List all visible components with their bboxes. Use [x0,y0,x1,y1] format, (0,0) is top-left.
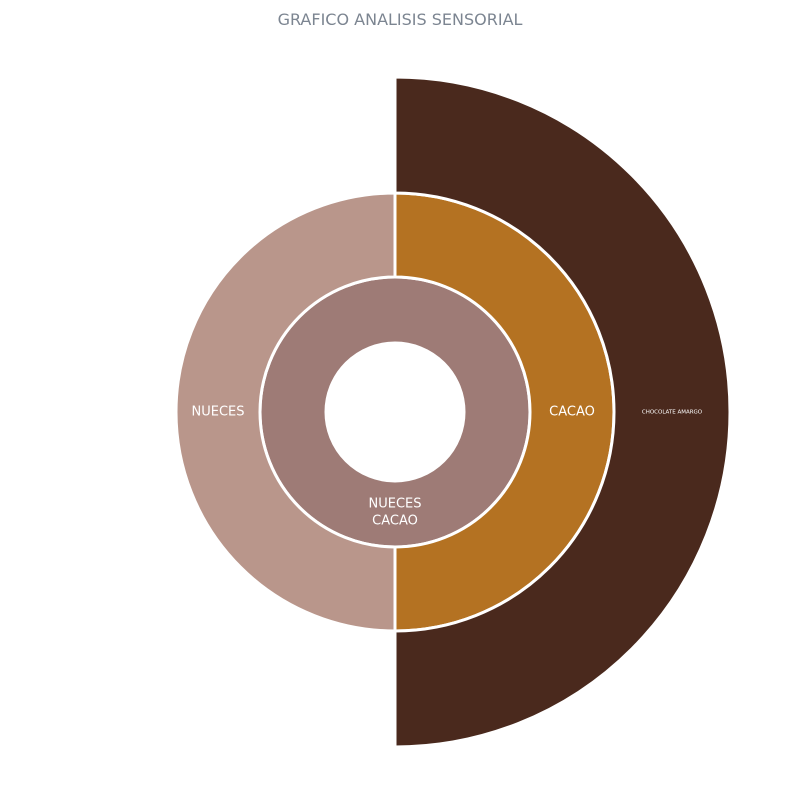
chart-title: GRAFICO ANALISIS SENSORIAL [277,10,523,29]
segment-label-chocolate-amargo-level-3: CHOCOLATE AMARGO [642,410,703,416]
segment-nueces-level-2[interactable] [174,191,397,633]
segment-label-nueces-level-2: NUECES [192,405,245,420]
segment-label-nueces-level-1: NUECES [369,497,422,512]
segment-label-cacao-level-1: CACAO [372,514,418,529]
segment-label-cacao-level-2: CACAO [549,405,595,420]
segment-chocolate-amargo-level-3[interactable] [393,75,732,749]
